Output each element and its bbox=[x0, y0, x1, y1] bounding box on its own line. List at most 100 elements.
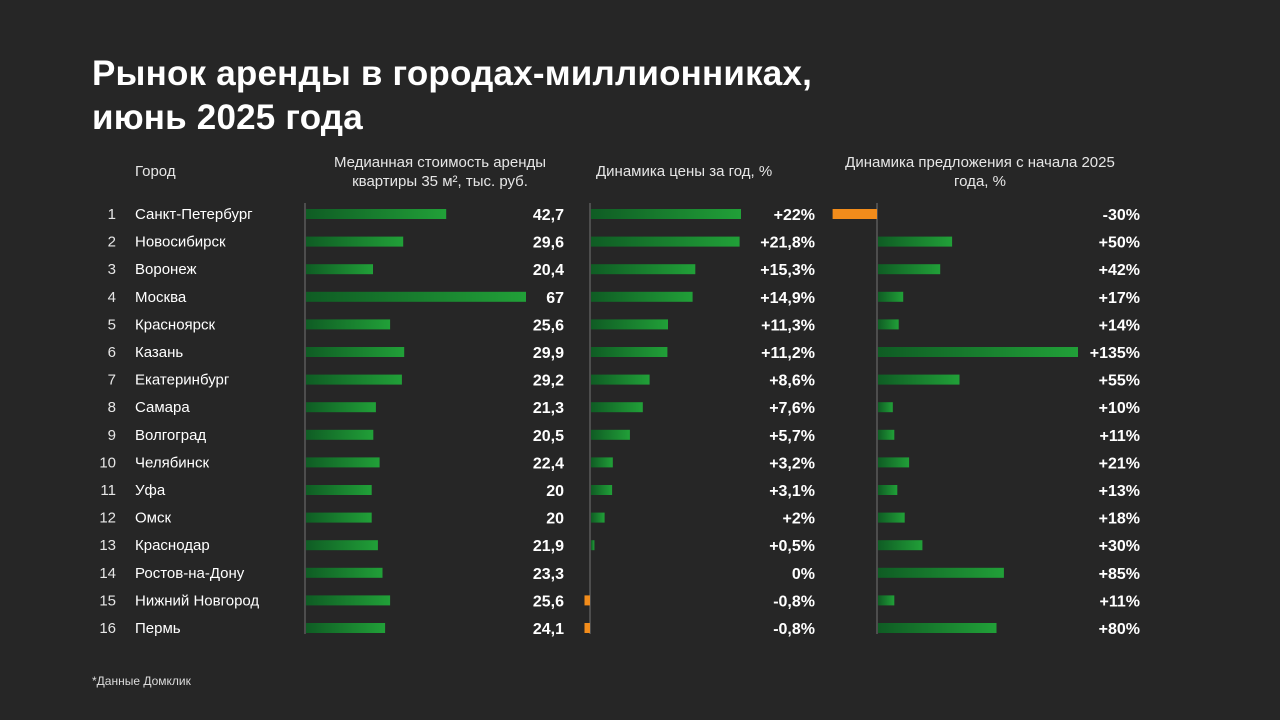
bar-s2-6 bbox=[591, 347, 668, 357]
bar-s3-2 bbox=[878, 236, 953, 247]
bar-s1-6 bbox=[306, 347, 405, 357]
city-label: Самара bbox=[135, 399, 190, 416]
rank-label: 1 bbox=[108, 206, 116, 223]
value-label-s3: +85% bbox=[1099, 566, 1140, 583]
bar-s2-15 bbox=[584, 595, 590, 606]
city-label: Краснодар bbox=[135, 537, 210, 554]
bar-s3-4 bbox=[878, 291, 904, 302]
header-rent-cost: Медианная стоимость аренды квартиры 35 м… bbox=[300, 153, 580, 191]
city-label: Ростов-на-Дону bbox=[135, 565, 245, 582]
city-label: Санкт-Петербург bbox=[135, 206, 253, 223]
value-label-s3: +42% bbox=[1099, 262, 1140, 279]
bar-s1-1 bbox=[306, 209, 447, 219]
value-label-s2: +21,8% bbox=[760, 235, 815, 252]
bar-s2-3 bbox=[591, 264, 696, 275]
city-label: Волгоград bbox=[135, 427, 206, 444]
title-line-1: Рынок аренды в городах-миллионниках, bbox=[92, 54, 813, 93]
city-label: Новосибирск bbox=[135, 234, 226, 251]
city-label: Красноярск bbox=[135, 316, 216, 333]
value-label-s1: 21,3 bbox=[533, 400, 564, 417]
value-label-s3: +11% bbox=[1100, 428, 1140, 445]
city-label: Москва bbox=[135, 289, 187, 306]
title-line-2: июнь 2025 года bbox=[92, 98, 363, 137]
bar-s3-8 bbox=[878, 402, 893, 413]
rank-label: 4 bbox=[108, 289, 116, 306]
rank-label: 16 bbox=[99, 620, 116, 637]
bar-s1-9 bbox=[306, 429, 374, 440]
value-label-s1: 20,4 bbox=[533, 262, 564, 279]
city-label: Уфа bbox=[135, 482, 166, 499]
value-label-s3: +18% bbox=[1099, 511, 1140, 528]
bar-s3-14 bbox=[878, 567, 1004, 578]
value-label-s2: +0,5% bbox=[769, 538, 815, 555]
bar-s2-12 bbox=[591, 512, 605, 523]
value-label-s2: +15,3% bbox=[760, 262, 815, 279]
bar-s2-11 bbox=[591, 485, 613, 495]
value-label-s1: 21,9 bbox=[533, 538, 564, 555]
bar-s2-16 bbox=[584, 623, 590, 633]
city-label: Казань bbox=[135, 344, 183, 361]
rank-label: 7 bbox=[108, 372, 116, 389]
bar-s1-2 bbox=[306, 236, 404, 247]
value-label-s3: +135% bbox=[1090, 345, 1140, 362]
bar-s3-7 bbox=[878, 374, 960, 385]
bar-s3-9 bbox=[878, 429, 895, 440]
rank-label: 11 bbox=[100, 482, 116, 499]
header-supply-line-1: Динамика предложения с начала 2025 bbox=[845, 154, 1115, 171]
value-label-s1: 25,6 bbox=[533, 317, 564, 334]
value-label-s2: +3,1% bbox=[769, 483, 815, 500]
header-supply-line-2: года, % bbox=[954, 173, 1006, 190]
value-label-s1: 29,6 bbox=[533, 235, 564, 252]
bar-s3-12 bbox=[878, 512, 905, 523]
value-label-s3: +17% bbox=[1099, 290, 1140, 307]
header-supply-dynamics: Динамика предложения с начала 2025 года,… bbox=[820, 153, 1140, 191]
chart-title: Рынок аренды в городах-миллионниках, июн… bbox=[92, 52, 812, 140]
value-label-s3: +10% bbox=[1099, 400, 1140, 417]
value-label-s1: 67 bbox=[546, 290, 564, 307]
value-label-s2: +2% bbox=[783, 511, 815, 528]
rank-label: 14 bbox=[99, 565, 116, 582]
bar-s3-15 bbox=[878, 595, 895, 606]
bar-s3-10 bbox=[878, 457, 910, 468]
value-label-s2: +5,7% bbox=[769, 428, 815, 445]
bar-s2-9 bbox=[591, 429, 630, 440]
bar-s2-7 bbox=[591, 374, 650, 385]
value-label-s1: 20 bbox=[546, 483, 564, 500]
header-rent-cost-line-2: квартиры 35 м², тыс. руб. bbox=[352, 173, 528, 190]
rank-label: 3 bbox=[108, 261, 116, 278]
city-label: Челябинск bbox=[135, 454, 209, 471]
value-label-s2: +3,2% bbox=[769, 455, 815, 472]
bar-s1-12 bbox=[306, 512, 372, 523]
rank-label: 13 bbox=[99, 537, 116, 554]
bar-s1-8 bbox=[306, 402, 376, 413]
bar-s1-13 bbox=[306, 540, 378, 551]
bar-s2-5 bbox=[591, 319, 668, 330]
header-city: Город bbox=[135, 163, 176, 180]
value-label-s1: 22,4 bbox=[533, 455, 564, 472]
value-label-s3: +11% bbox=[1100, 593, 1140, 610]
bar-s1-14 bbox=[306, 567, 383, 578]
bar-s3-11 bbox=[878, 485, 898, 495]
rank-label: 8 bbox=[108, 399, 116, 416]
bar-s3-6 bbox=[878, 347, 1078, 357]
value-label-s1: 29,9 bbox=[533, 345, 564, 362]
bar-s1-16 bbox=[306, 623, 386, 633]
bar-s1-3 bbox=[306, 264, 373, 275]
bar-s2-4 bbox=[591, 291, 693, 302]
value-label-s2: -0,8% bbox=[773, 621, 815, 638]
bar-s2-2 bbox=[591, 236, 740, 247]
value-label-s1: 20,5 bbox=[533, 428, 564, 445]
value-label-s2: +7,6% bbox=[769, 400, 815, 417]
value-label-s3: +21% bbox=[1099, 455, 1140, 472]
bar-s2-1 bbox=[591, 209, 741, 219]
bar-s3-13 bbox=[878, 540, 923, 551]
bar-s3-16 bbox=[878, 623, 997, 633]
value-label-s3: +14% bbox=[1099, 317, 1140, 334]
bar-s1-5 bbox=[306, 319, 391, 330]
bar-s1-11 bbox=[306, 485, 372, 495]
bar-s3-3 bbox=[878, 264, 941, 275]
rank-label: 12 bbox=[99, 510, 116, 527]
bar-s1-10 bbox=[306, 457, 380, 468]
value-label-s2: +14,9% bbox=[760, 290, 815, 307]
